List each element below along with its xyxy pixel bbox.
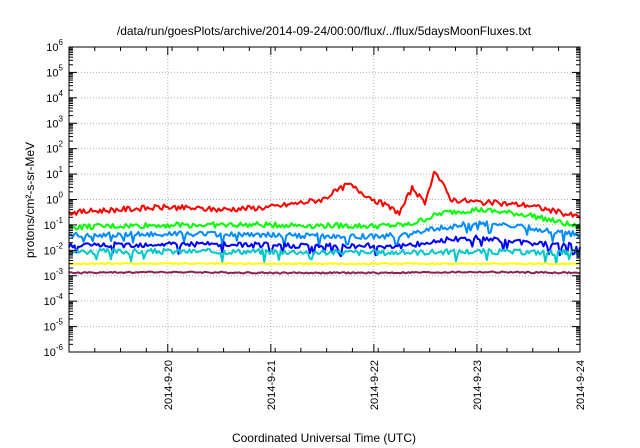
flux-series-line-2 <box>68 206 581 231</box>
y-tick-label: 100 <box>46 191 63 207</box>
chart-title: /data/run/goesPlots/archive/2014-09-24/0… <box>117 24 532 38</box>
x-axis-label: Coordinated Universal Time (UTC) <box>232 431 416 445</box>
series-layer <box>68 170 581 275</box>
y-tick-label: 10-3 <box>44 267 64 283</box>
y-tick-label: 104 <box>46 89 63 105</box>
axes <box>68 46 581 353</box>
y-tick-labels: 10-6 10-5 10-4 10-3 10-2 10-1 100 101 102 103 104 1… <box>44 38 64 359</box>
grid-lines <box>69 47 580 352</box>
y-tick-label: 106 <box>46 38 63 54</box>
plot-frame <box>68 46 581 353</box>
y-tick-label: 10-5 <box>44 318 64 334</box>
y-tick-label: 10-6 <box>44 343 64 359</box>
x-tick-label: 2014-9-20 <box>163 360 175 410</box>
y-tick-label: 10-1 <box>44 216 64 232</box>
x-tick-labels: 2014-9-20 2014-9-21 2014-9-22 2014-9-23 2014… <box>163 360 587 410</box>
flux-series-line-7 <box>68 270 581 275</box>
y-tick-label: 103 <box>46 114 63 130</box>
flux-series-line-1 <box>68 170 581 219</box>
y-tick-label: 101 <box>46 165 63 181</box>
y-tick-label: 10-2 <box>44 241 64 257</box>
flux-series-line-6 <box>68 261 581 266</box>
x-tick-label: 2014-9-23 <box>472 360 484 410</box>
flux-series-line-5 <box>68 247 581 265</box>
x-tick-label: 2014-9-21 <box>266 360 278 410</box>
y-tick-label: 10-4 <box>44 292 64 308</box>
flux-series-line-3 <box>68 220 581 248</box>
x-tick-label: 2014-9-24 <box>575 360 587 410</box>
x-tick-label: 2014-9-22 <box>369 360 381 410</box>
y-tick-label: 105 <box>46 63 63 79</box>
y-tick-label: 102 <box>46 140 63 156</box>
y-axis-label: protons/cm²-s-sr-MeV <box>23 142 37 258</box>
